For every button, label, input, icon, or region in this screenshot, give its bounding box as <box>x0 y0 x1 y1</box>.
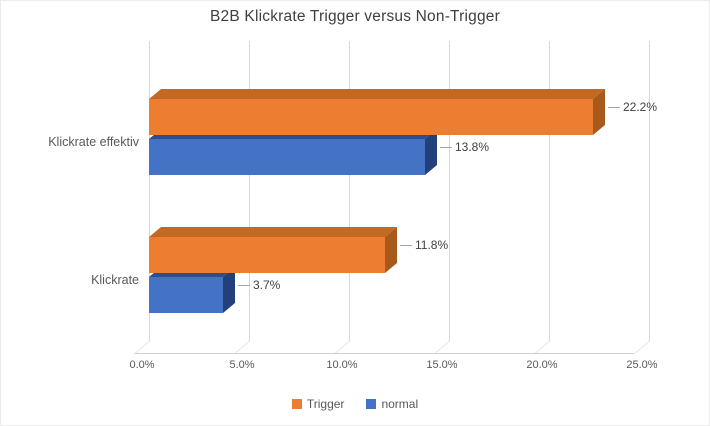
legend-swatch <box>291 399 302 409</box>
x-tick-label: 20.0% <box>526 359 558 371</box>
legend-item-normal: normal <box>366 397 418 411</box>
legend-swatch <box>366 399 377 409</box>
x-tick-label: 25.0% <box>626 359 658 371</box>
legend: Trigger normal <box>1 397 709 411</box>
bar-front-face <box>149 277 223 313</box>
chart-floor <box>133 341 650 354</box>
gridline-foot <box>234 341 250 353</box>
gridline <box>649 41 650 341</box>
gridline-foot <box>634 341 650 353</box>
legend-item-trigger: Trigger <box>291 397 345 411</box>
data-label-leader <box>400 245 412 246</box>
gridline <box>249 41 250 341</box>
bar-end-face <box>385 226 397 273</box>
bar-top-face <box>149 227 397 237</box>
gridline <box>149 41 150 341</box>
x-tick-label: 5.0% <box>229 359 255 371</box>
gridline <box>349 41 350 341</box>
bar-trigger-1 <box>149 226 397 273</box>
x-tick-label: 15.0% <box>426 359 458 371</box>
data-label: 13.8% <box>455 140 490 154</box>
gridline <box>449 41 450 341</box>
bar-end-face <box>425 128 437 175</box>
plot-area: 22.2% 13.8% 11.8% 3.7% <box>133 41 657 354</box>
data-label-leader <box>440 147 452 148</box>
data-label-leader <box>608 107 620 108</box>
data-label: 3.7% <box>253 278 281 292</box>
category-label: Klickrate <box>91 273 139 287</box>
x-axis: 0.0% 5.0% 10.0% 15.0% 20.0% 25.0% <box>129 359 657 375</box>
gridline-foot <box>434 341 450 353</box>
category-axis: Klickrate effektiv Klickrate <box>1 41 139 341</box>
category-label: Klickrate effektiv <box>48 135 139 149</box>
bar-front-face <box>149 139 425 175</box>
gridline-foot <box>134 341 150 353</box>
bar-end-face <box>593 88 605 135</box>
bar-front-face <box>149 237 385 273</box>
data-label: 22.2% <box>623 100 658 114</box>
legend-label: Trigger <box>306 397 345 411</box>
bar-trigger-0 <box>149 88 605 135</box>
bar-end-face <box>223 266 235 313</box>
legend-label: normal <box>381 397 419 411</box>
gridline-foot <box>334 341 350 353</box>
gridline-foot <box>534 341 550 353</box>
x-tick-label: 0.0% <box>129 359 155 371</box>
data-label: 11.8% <box>415 238 449 252</box>
bar-normal-0 <box>149 128 437 175</box>
bar-top-face <box>149 89 605 99</box>
chart-title: B2B Klickrate Trigger versus Non-Trigger <box>210 8 500 25</box>
x-tick-label: 10.0% <box>326 359 358 371</box>
bar-normal-1 <box>149 266 235 313</box>
bar-front-face <box>149 99 593 135</box>
gridline <box>549 41 550 341</box>
data-label-leader <box>238 285 250 286</box>
